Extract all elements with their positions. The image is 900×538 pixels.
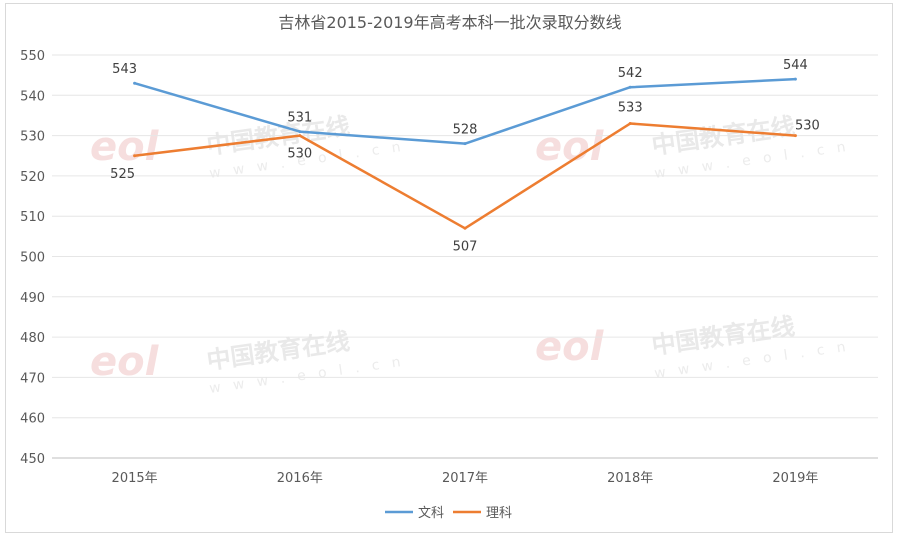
legend-item: 理科	[453, 506, 512, 521]
watermark-logo: eol	[90, 339, 160, 385]
watermark-group: eol 中国教育在线 w w w . e o l . c n eol 中国教育在…	[90, 112, 851, 397]
data-point	[298, 130, 302, 134]
data-point	[628, 85, 632, 89]
data-label: 531	[287, 111, 312, 126]
data-label: 542	[618, 66, 643, 81]
y-tick-label: 540	[20, 89, 45, 104]
y-tick-label: 450	[20, 452, 45, 467]
data-label: 530	[795, 119, 820, 134]
data-point	[463, 226, 467, 230]
x-tick-label: 2016年	[277, 471, 323, 486]
data-point	[133, 154, 137, 158]
y-tick-label: 520	[20, 170, 45, 185]
data-point	[298, 134, 302, 138]
legend: 文科 理科	[385, 506, 512, 521]
legend-item: 文科	[385, 506, 444, 521]
data-label: 507	[453, 239, 478, 254]
x-tick-label: 2017年	[442, 471, 488, 486]
x-tick-label: 2018年	[607, 471, 653, 486]
data-label: 530	[287, 147, 312, 162]
x-tick-label: 2015年	[112, 471, 158, 486]
chart-title: 吉林省2015-2019年高考本科一批次录取分数线	[278, 13, 621, 32]
data-label: 525	[110, 167, 135, 182]
watermark-top-left: eol 中国教育在线 w w w . e o l . c n	[90, 112, 406, 182]
y-tick-label: 490	[20, 291, 45, 306]
x-tick-label: 2019年	[772, 471, 818, 486]
data-point	[793, 77, 797, 81]
data-point	[463, 142, 467, 146]
y-tick-label: 530	[20, 130, 45, 145]
data-point	[133, 81, 137, 85]
watermark-bottom-left: eol 中国教育在线 w w w . e o l . c n	[90, 327, 406, 397]
watermark-logo: eol	[90, 124, 160, 170]
data-point	[628, 122, 632, 126]
data-labels: 543 531 528 542 544 525 530 507 533 530	[110, 58, 820, 254]
gridlines	[52, 54, 878, 459]
data-label: 543	[112, 62, 137, 77]
legend-label: 理科	[486, 506, 512, 521]
y-tick-label: 470	[20, 371, 45, 386]
watermark-bottom-right: eol 中国教育在线 w w w . e o l . c n	[535, 312, 851, 382]
y-axis-ticks: 450 460 470 480 490 500 510 520 530 540 550	[20, 49, 45, 467]
chart-frame	[5, 3, 893, 533]
data-label: 528	[453, 123, 478, 138]
data-point	[793, 134, 797, 138]
legend-label: 文科	[418, 506, 444, 521]
y-tick-label: 550	[20, 49, 45, 64]
y-tick-label: 480	[20, 331, 45, 346]
data-label: 544	[783, 58, 808, 73]
watermark-logo: eol	[535, 324, 605, 370]
y-tick-label: 460	[20, 412, 45, 427]
data-label: 533	[618, 101, 643, 116]
y-tick-label: 500	[20, 251, 45, 266]
series-lines	[133, 77, 797, 230]
y-tick-label: 510	[20, 210, 45, 225]
x-axis-ticks: 2015年 2016年 2017年 2018年 2019年	[112, 471, 819, 486]
